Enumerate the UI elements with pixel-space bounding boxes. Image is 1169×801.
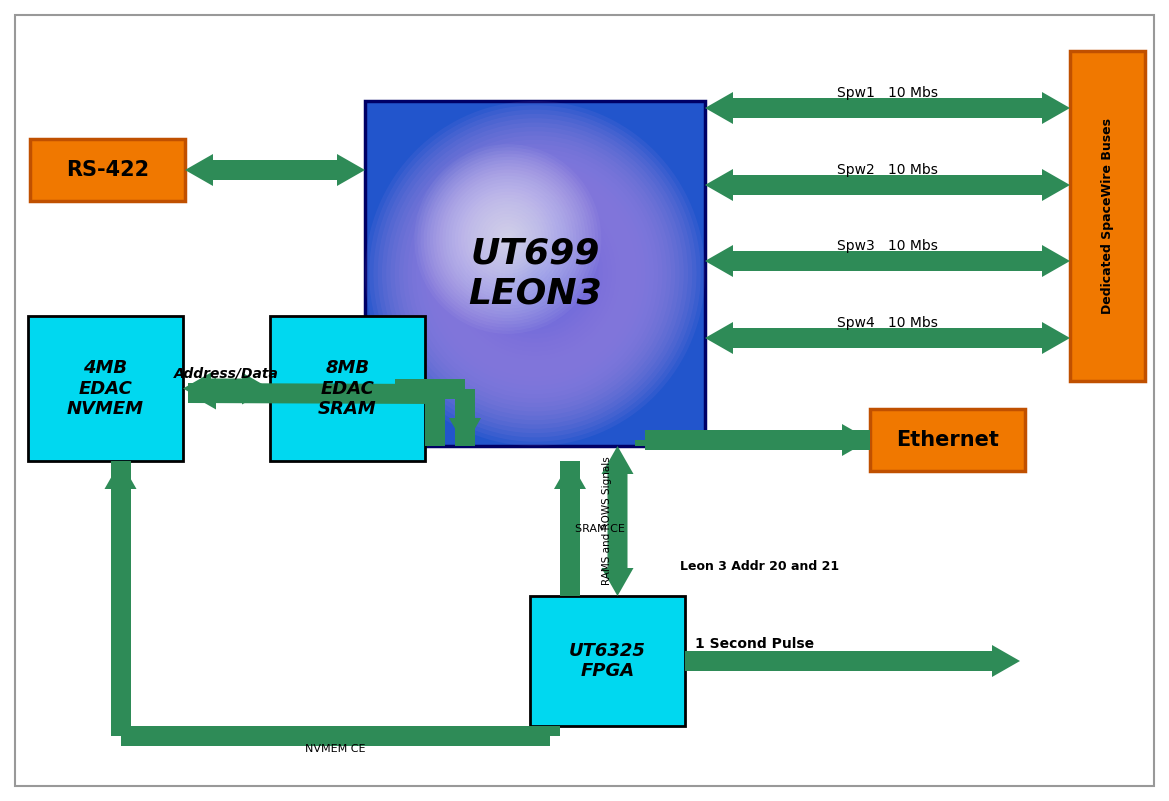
Polygon shape xyxy=(705,169,1070,201)
Ellipse shape xyxy=(479,217,590,329)
Ellipse shape xyxy=(420,157,650,390)
Polygon shape xyxy=(188,377,216,409)
Ellipse shape xyxy=(437,175,632,372)
Text: UT699
LEON3: UT699 LEON3 xyxy=(468,237,602,310)
Ellipse shape xyxy=(466,204,603,343)
Text: 4MB
EDAC
NVMEM: 4MB EDAC NVMEM xyxy=(67,359,144,418)
Ellipse shape xyxy=(505,244,565,304)
Text: Spw3   10 Mbs: Spw3 10 Mbs xyxy=(837,239,938,253)
Polygon shape xyxy=(602,446,634,596)
Polygon shape xyxy=(185,154,365,186)
Text: NVMEM CE: NVMEM CE xyxy=(305,744,366,754)
Polygon shape xyxy=(188,384,435,404)
Ellipse shape xyxy=(429,166,642,381)
Bar xyxy=(270,316,426,461)
Ellipse shape xyxy=(442,179,629,368)
Text: RAMS and ROWS Signals: RAMS and ROWS Signals xyxy=(602,457,613,586)
Ellipse shape xyxy=(492,231,577,316)
Ellipse shape xyxy=(510,248,560,300)
Text: Spw2   10 Mbs: Spw2 10 Mbs xyxy=(837,163,938,177)
Ellipse shape xyxy=(399,135,671,412)
Bar xyxy=(530,596,685,726)
Text: Spw4   10 Mbs: Spw4 10 Mbs xyxy=(837,316,938,330)
Polygon shape xyxy=(705,92,1070,124)
Polygon shape xyxy=(449,418,480,446)
Bar xyxy=(28,316,184,461)
Ellipse shape xyxy=(403,140,666,407)
Ellipse shape xyxy=(386,123,684,425)
Ellipse shape xyxy=(390,127,679,421)
Polygon shape xyxy=(842,424,870,456)
Ellipse shape xyxy=(489,226,582,321)
Bar xyxy=(30,139,185,201)
Polygon shape xyxy=(111,461,131,736)
Polygon shape xyxy=(426,393,445,446)
Text: SRAM CE: SRAM CE xyxy=(575,524,625,533)
Ellipse shape xyxy=(463,200,607,347)
Polygon shape xyxy=(645,430,870,450)
Ellipse shape xyxy=(458,196,611,351)
Ellipse shape xyxy=(502,239,569,308)
Ellipse shape xyxy=(365,101,705,446)
Polygon shape xyxy=(685,645,1021,677)
Bar xyxy=(870,409,1025,471)
Ellipse shape xyxy=(411,148,658,399)
Text: Address/Data: Address/Data xyxy=(174,367,279,380)
Ellipse shape xyxy=(416,153,653,394)
Ellipse shape xyxy=(378,114,692,433)
Ellipse shape xyxy=(484,222,586,325)
Ellipse shape xyxy=(445,183,624,364)
Polygon shape xyxy=(455,388,475,446)
Polygon shape xyxy=(104,461,137,489)
Text: 1 Second Pulse: 1 Second Pulse xyxy=(696,637,814,651)
Text: Dedicated SpaceWire Buses: Dedicated SpaceWire Buses xyxy=(1101,118,1114,314)
Text: RS-422: RS-422 xyxy=(65,160,150,180)
Ellipse shape xyxy=(531,269,539,278)
Text: Leon 3 Addr 20 and 21: Leon 3 Addr 20 and 21 xyxy=(680,560,839,573)
Ellipse shape xyxy=(382,119,689,429)
Ellipse shape xyxy=(424,161,645,385)
Text: 8MB
EDAC
SRAM: 8MB EDAC SRAM xyxy=(318,359,376,418)
Polygon shape xyxy=(184,372,270,405)
Polygon shape xyxy=(705,322,1070,354)
Ellipse shape xyxy=(455,191,616,356)
Text: UT6325
FPGA: UT6325 FPGA xyxy=(569,642,646,680)
Polygon shape xyxy=(705,245,1070,277)
Ellipse shape xyxy=(374,110,697,437)
Ellipse shape xyxy=(395,131,676,416)
Ellipse shape xyxy=(518,256,552,291)
Ellipse shape xyxy=(476,213,595,334)
Polygon shape xyxy=(554,461,586,489)
Ellipse shape xyxy=(450,187,620,360)
Ellipse shape xyxy=(433,170,637,377)
Ellipse shape xyxy=(408,144,663,403)
Polygon shape xyxy=(120,726,549,746)
Polygon shape xyxy=(395,379,465,399)
Polygon shape xyxy=(560,461,580,596)
Ellipse shape xyxy=(526,265,544,282)
Polygon shape xyxy=(540,726,560,736)
Text: Spw1   10 Mbs: Spw1 10 Mbs xyxy=(837,86,938,100)
Ellipse shape xyxy=(523,260,548,287)
Ellipse shape xyxy=(369,105,700,441)
Ellipse shape xyxy=(471,209,599,338)
Text: Ethernet: Ethernet xyxy=(897,430,999,450)
Ellipse shape xyxy=(497,235,573,312)
Bar xyxy=(365,101,705,446)
Bar xyxy=(1070,51,1144,381)
Polygon shape xyxy=(635,440,655,446)
Ellipse shape xyxy=(513,252,556,295)
